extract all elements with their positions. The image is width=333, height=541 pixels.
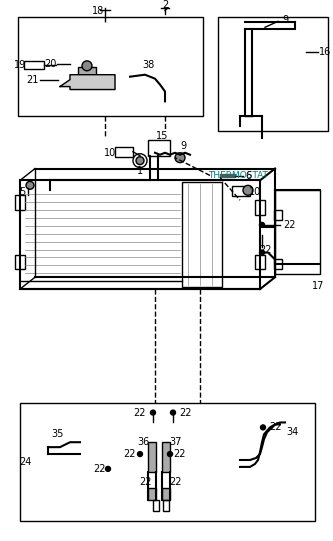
Bar xyxy=(148,487,156,499)
Circle shape xyxy=(151,410,156,415)
Circle shape xyxy=(170,410,175,415)
Circle shape xyxy=(106,466,111,471)
Circle shape xyxy=(260,425,265,430)
Bar xyxy=(18,17,203,116)
Bar xyxy=(163,499,169,511)
Circle shape xyxy=(243,186,253,195)
Circle shape xyxy=(167,452,172,457)
Text: 38: 38 xyxy=(142,60,154,70)
Text: 10: 10 xyxy=(104,148,116,158)
Text: 20: 20 xyxy=(44,59,56,69)
Text: 35: 35 xyxy=(52,430,64,439)
Text: 22: 22 xyxy=(174,449,186,459)
Text: 21: 21 xyxy=(26,75,38,84)
Text: 2: 2 xyxy=(162,0,168,10)
Text: 34: 34 xyxy=(286,427,298,437)
Bar xyxy=(232,186,250,196)
Circle shape xyxy=(259,222,264,227)
Text: 9: 9 xyxy=(180,141,186,151)
Bar xyxy=(78,67,96,75)
Text: 22: 22 xyxy=(94,464,106,474)
Bar xyxy=(20,403,315,521)
Bar xyxy=(274,260,282,269)
Text: 22: 22 xyxy=(269,423,281,432)
Text: 36: 36 xyxy=(137,437,149,447)
Text: 37: 37 xyxy=(169,437,181,447)
Text: 24: 24 xyxy=(19,457,31,467)
Bar xyxy=(275,190,320,274)
Text: 17: 17 xyxy=(312,281,324,291)
Text: 22: 22 xyxy=(134,407,146,418)
Text: 22: 22 xyxy=(169,477,181,487)
Bar xyxy=(162,442,170,472)
Text: 22: 22 xyxy=(259,245,271,255)
Bar xyxy=(15,195,25,210)
Text: 22: 22 xyxy=(179,407,191,418)
Text: 10: 10 xyxy=(249,187,261,197)
Text: 22: 22 xyxy=(284,220,296,230)
Bar xyxy=(148,140,170,156)
Circle shape xyxy=(136,157,144,164)
Bar xyxy=(162,487,170,499)
Text: 22: 22 xyxy=(124,449,136,459)
Text: 22: 22 xyxy=(139,477,151,487)
Circle shape xyxy=(175,153,185,163)
Bar xyxy=(182,182,222,287)
Circle shape xyxy=(138,452,143,457)
Bar xyxy=(115,147,133,157)
Circle shape xyxy=(82,61,92,71)
Text: 5: 5 xyxy=(19,187,25,197)
Bar xyxy=(148,442,156,472)
Bar xyxy=(255,200,265,215)
Bar xyxy=(255,254,265,269)
Bar xyxy=(24,61,44,69)
Polygon shape xyxy=(220,175,235,177)
Text: 9: 9 xyxy=(282,15,288,25)
Bar xyxy=(274,210,282,220)
Text: 18: 18 xyxy=(92,6,104,16)
Circle shape xyxy=(133,154,147,168)
Text: 16: 16 xyxy=(319,47,331,57)
Bar xyxy=(153,499,159,511)
Bar xyxy=(20,180,260,289)
Text: 1: 1 xyxy=(137,166,143,175)
Polygon shape xyxy=(60,75,115,89)
Text: 19: 19 xyxy=(14,60,26,70)
Bar xyxy=(15,254,25,269)
Text: 6: 6 xyxy=(245,171,251,181)
Text: 15: 15 xyxy=(156,131,168,141)
Bar xyxy=(218,17,328,131)
Text: THERMOSTAT: THERMOSTAT xyxy=(208,171,268,180)
Circle shape xyxy=(259,250,264,255)
Circle shape xyxy=(26,181,34,189)
